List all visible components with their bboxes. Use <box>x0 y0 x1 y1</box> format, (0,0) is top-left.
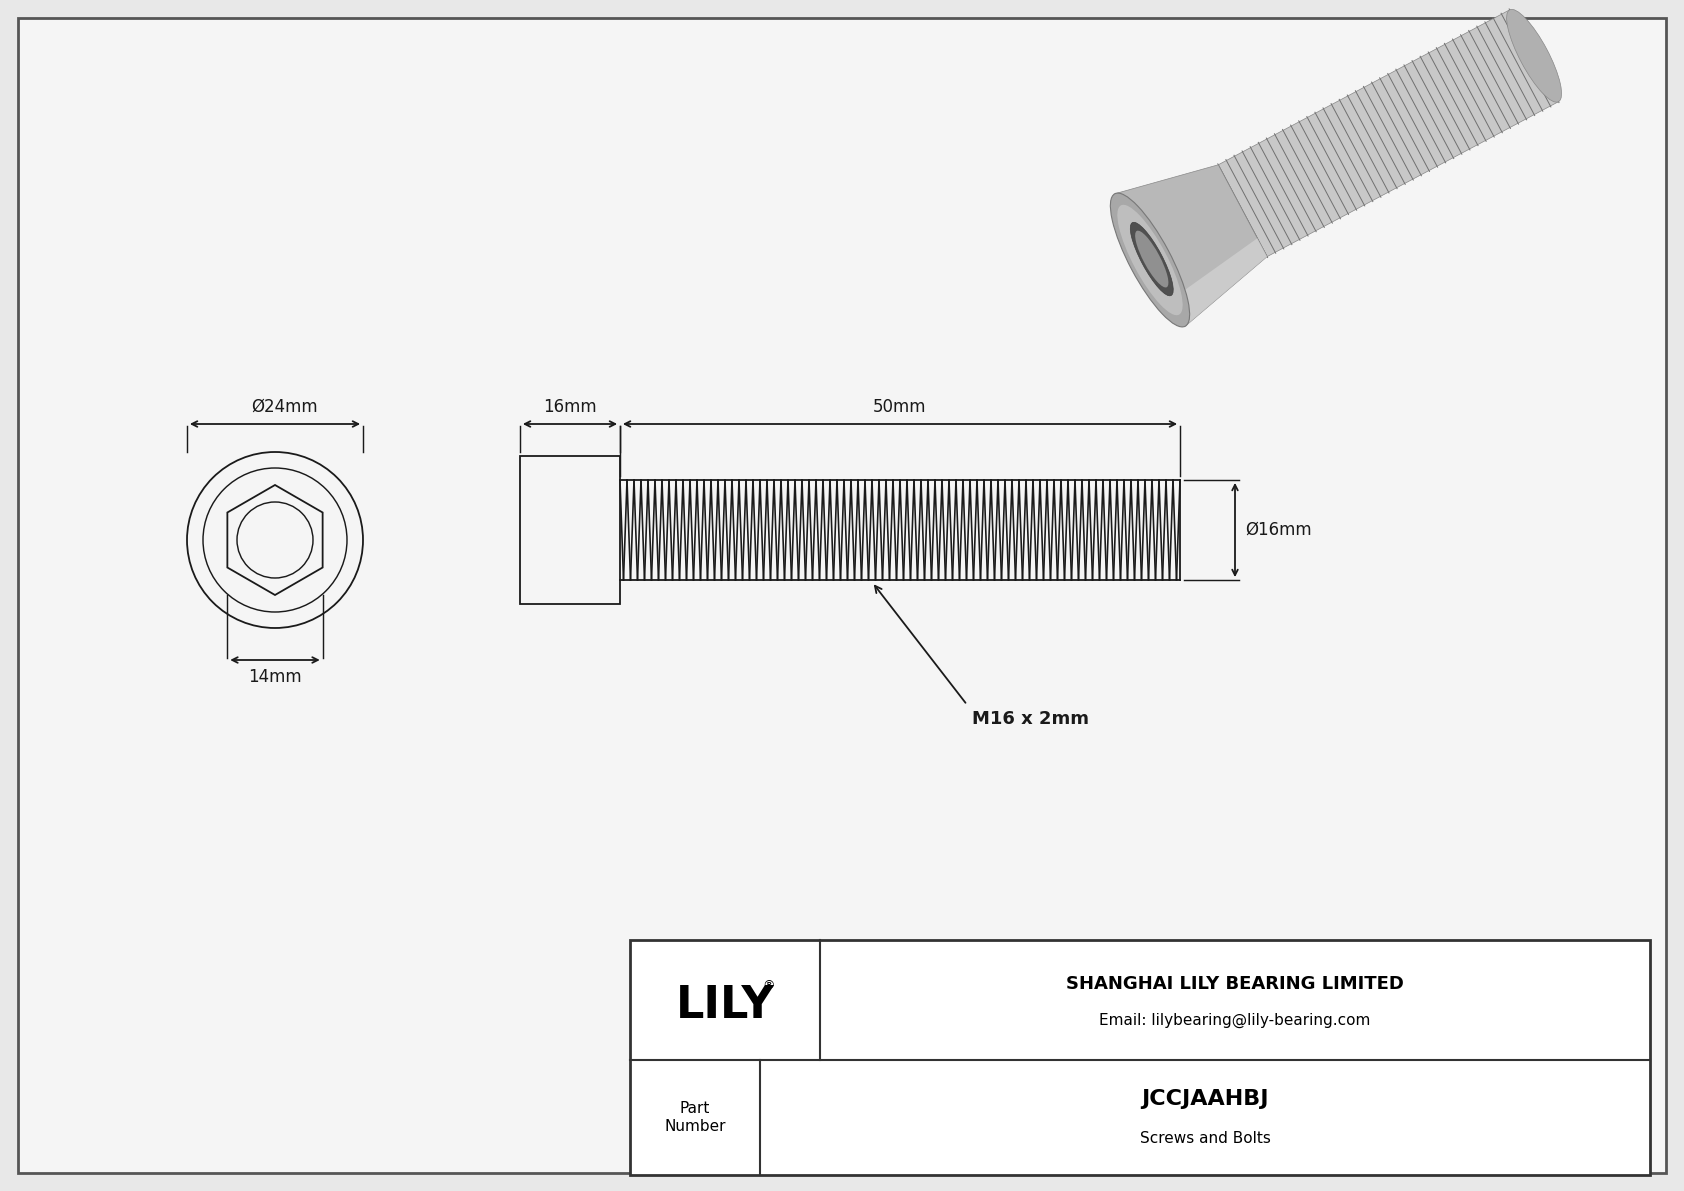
Text: Ø24mm: Ø24mm <box>251 398 318 416</box>
Text: Ø16mm: Ø16mm <box>1244 520 1312 540</box>
Text: ®: ® <box>763 979 775 992</box>
Text: Email: lilybearing@lily-bearing.com: Email: lilybearing@lily-bearing.com <box>1100 1012 1371 1028</box>
Polygon shape <box>1170 238 1266 326</box>
Ellipse shape <box>1507 10 1561 102</box>
Bar <box>520 456 620 604</box>
Text: 14mm: 14mm <box>248 668 301 686</box>
Text: M16 x 2mm: M16 x 2mm <box>972 710 1090 728</box>
Text: SHANGHAI LILY BEARING LIMITED: SHANGHAI LILY BEARING LIMITED <box>1066 975 1404 993</box>
Ellipse shape <box>1130 223 1174 295</box>
Polygon shape <box>1218 10 1558 256</box>
Ellipse shape <box>1110 193 1189 326</box>
Text: LILY: LILY <box>675 984 775 1027</box>
Ellipse shape <box>1118 205 1182 316</box>
Text: 50mm: 50mm <box>874 398 926 416</box>
Text: Screws and Bolts: Screws and Bolts <box>1140 1130 1270 1146</box>
Text: JCCJAAHBJ: JCCJAAHBJ <box>1142 1089 1268 1109</box>
Text: Part
Number: Part Number <box>663 1102 726 1134</box>
Ellipse shape <box>1135 231 1169 287</box>
Polygon shape <box>1115 164 1266 326</box>
Bar <box>630 940 1650 1176</box>
Text: 16mm: 16mm <box>544 398 596 416</box>
